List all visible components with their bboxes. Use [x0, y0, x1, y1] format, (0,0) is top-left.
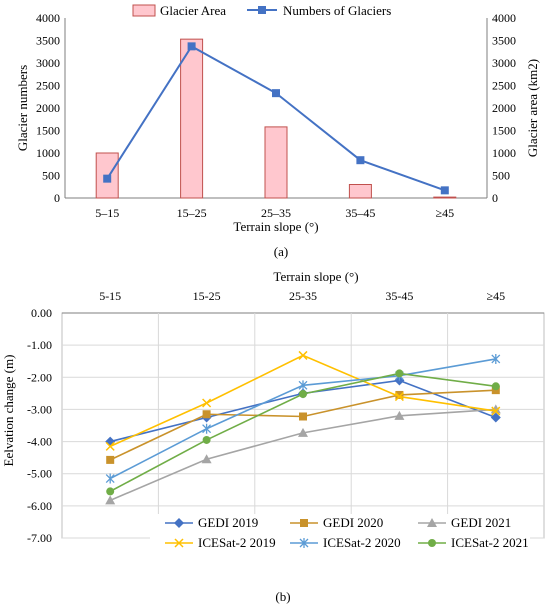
- y-right-tick-label: 500: [492, 169, 510, 183]
- plot-area-frame: [61, 312, 545, 539]
- legend-label-glacier-area: Glacier Area: [160, 3, 226, 18]
- line-gedi-2021: [109, 408, 496, 502]
- y-left-tick-label: 4000: [36, 11, 60, 25]
- chart-b: 0.00 -1.00 -2.00 -3.00 -4.00 -5.00 -6.00 -7.00 5…: [1, 269, 545, 604]
- legend-marker-icesat-2-2019: [174, 538, 184, 548]
- marker-gedi-2020: [202, 410, 211, 419]
- bar-glacier-area: [180, 38, 204, 199]
- legend-label-icesat-2-2019: ICESat-2 2019: [198, 535, 276, 550]
- marker-gedi-2021: [201, 454, 212, 464]
- legend-marker-icesat-2-2020: [299, 538, 309, 548]
- marker-icesat-2-2021: [299, 390, 307, 398]
- legend-label-gedi-2019: GEDI 2019: [198, 515, 258, 530]
- chart-a: 0 500 1000 1500 2000 2500 3000 3500 4000 0 500 1000…: [15, 3, 540, 259]
- y-left-tick-label: 500: [42, 169, 60, 183]
- legend-background: [150, 514, 530, 556]
- legend-marker-gedi-2021: [427, 518, 437, 527]
- y-right-tick-label: 2500: [492, 79, 516, 93]
- y-tick-label: 0.00: [31, 306, 52, 320]
- marker-gedi-2020: [106, 455, 115, 464]
- x-tick-label: 5-15: [99, 289, 121, 303]
- legend-marker-icesat-2-2021: [428, 539, 436, 547]
- marker-gedi-2020: [299, 412, 307, 421]
- marker-icesat-2-2021: [106, 487, 115, 496]
- y-right-tick-label: 1000: [492, 146, 516, 160]
- y-left-tick-label: 1000: [36, 146, 60, 160]
- y-left-tick-label: 2500: [36, 79, 60, 93]
- y-tick-label: -1.00: [27, 338, 52, 352]
- marker-icesat-2-2019: [298, 350, 308, 360]
- marker-icesat-2-2019: [394, 392, 404, 402]
- legend-marker-numbers-of-glaciers: [258, 6, 266, 14]
- marker-gedi-2020: [395, 390, 404, 399]
- marker-icesat-2-2019: [491, 406, 501, 416]
- marker-numbers-of-glaciers: [272, 89, 280, 98]
- marker-gedi-2021: [105, 495, 116, 505]
- x-tick-label: 5–15: [95, 206, 119, 220]
- marker-icesat-2-2019: [202, 398, 212, 408]
- x-axis-title: Terrain slope (°): [233, 219, 318, 234]
- y-tick-label: -7.00: [27, 531, 52, 545]
- y-right-tick-label: 1500: [492, 124, 516, 138]
- legend-label-icesat-2-2020: ICESat-2 2020: [323, 535, 401, 550]
- marker-numbers-of-glaciers: [103, 174, 112, 183]
- marker-icesat-2-2021: [202, 435, 211, 444]
- bar-glacier-area: [433, 196, 457, 199]
- x-tick-label: 15–25: [177, 206, 207, 220]
- y-right-tick-label: 3000: [492, 56, 516, 70]
- y-tick-label: -4.00: [27, 435, 52, 449]
- y-tick-label: -5.00: [27, 467, 52, 481]
- legend-swatch-glacier-area: [132, 4, 156, 17]
- y-right-tick-label: 0: [492, 191, 498, 205]
- y-tick-label: -3.00: [27, 402, 52, 416]
- y-left-tick-label: 3000: [36, 56, 60, 70]
- marker-gedi-2021: [394, 410, 405, 420]
- marker-icesat-2-2019: [105, 441, 115, 451]
- marker-gedi-2021: [298, 427, 308, 437]
- marker-icesat-2-2020: [298, 380, 308, 391]
- marker-icesat-2-2021: [491, 382, 500, 391]
- marker-numbers-of-glaciers: [187, 42, 196, 51]
- x-tick-label: ≥45: [487, 289, 506, 303]
- marker-icesat-2-2020: [202, 423, 212, 434]
- x-tick-label: 35-45: [385, 289, 413, 303]
- marker-numbers-of-glaciers: [356, 156, 365, 165]
- marker-icesat-2-2020: [491, 353, 501, 364]
- legend-marker-gedi-2020: [300, 519, 308, 527]
- marker-icesat-2-2021: [395, 369, 404, 378]
- caption-b: (b): [275, 589, 290, 604]
- y-right-tick-label: 3500: [492, 34, 516, 48]
- y-left-axis-title: Glacier numbers: [15, 65, 30, 151]
- y-tick-label: -2.00: [27, 370, 52, 384]
- marker-gedi-2019: [490, 412, 501, 423]
- legend-label-gedi-2020: GEDI 2020: [323, 515, 383, 530]
- x-tick-label: 25-35: [289, 289, 317, 303]
- x-tick-label: 35–45: [345, 206, 375, 220]
- y-tick-label: -6.00: [27, 499, 52, 513]
- y-left-tick-label: 0: [54, 191, 60, 205]
- y-right-tick-label: 2000: [492, 101, 516, 115]
- y-left-tick-label: 1500: [36, 124, 60, 138]
- y-left-tick-label: 2000: [36, 101, 60, 115]
- x-axis-title: Terrain slope (°): [273, 269, 358, 284]
- marker-numbers-of-glaciers: [440, 186, 449, 195]
- legend-label-numbers-of-glaciers: Numbers of Glaciers: [283, 3, 391, 18]
- x-tick-label: ≥45: [436, 206, 455, 220]
- y-right-axis-title: Glacier area (km2): [525, 59, 540, 157]
- bar-glacier-area: [264, 126, 288, 199]
- bar-glacier-area: [348, 184, 372, 199]
- y-right-tick-label: 4000: [492, 11, 516, 25]
- legend-label-gedi-2021: GEDI 2021: [451, 515, 511, 530]
- y-axis-title: Eelvation change (m): [1, 355, 16, 467]
- legend-label-icesat-2-2021: ICESat-2 2021: [451, 535, 529, 550]
- y-left-tick-label: 3500: [36, 34, 60, 48]
- legend-marker-gedi-2019: [174, 518, 184, 528]
- x-tick-label: 15-25: [193, 289, 221, 303]
- x-tick-label: 25–35: [261, 206, 291, 220]
- marker-icesat-2-2020: [105, 473, 115, 484]
- caption-a: (a): [274, 244, 288, 259]
